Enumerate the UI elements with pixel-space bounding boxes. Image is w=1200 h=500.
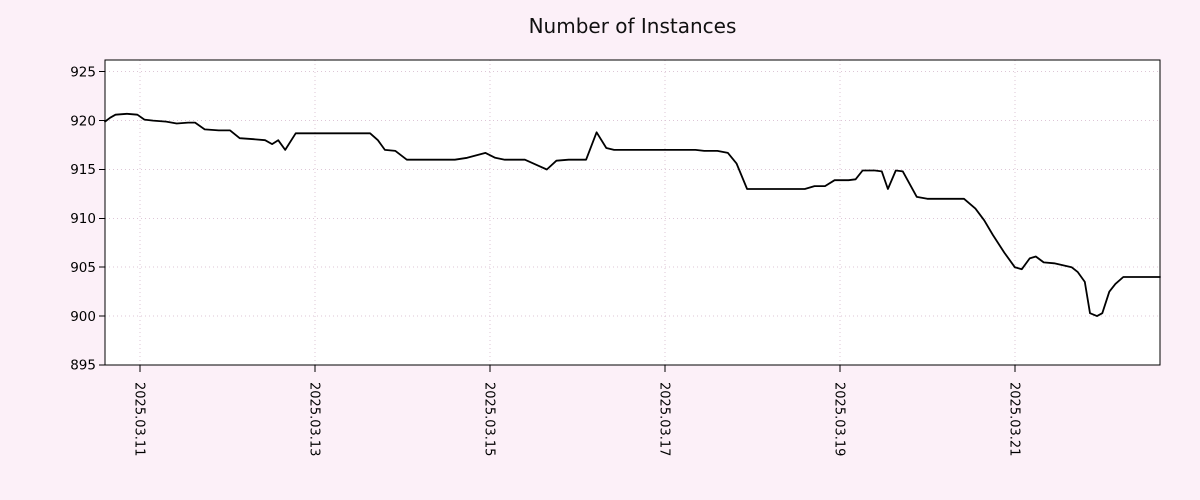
gridlines: [105, 60, 1160, 366]
x-tick-label: 2025.03.15: [481, 382, 496, 456]
y-tick-label: 905: [70, 260, 96, 276]
x-tick-label: 2025.03.19: [831, 382, 846, 456]
plot-area: [105, 60, 1160, 365]
y-tick-label: 920: [70, 113, 96, 129]
y-axis-labels: 895 900 905 910 915 920 925: [70, 64, 96, 373]
plot-background: [105, 60, 1160, 365]
y-tick-label: 925: [70, 64, 96, 80]
chart-title: Number of Instances: [528, 14, 737, 38]
plot-frame: [104, 59, 1161, 366]
axis-ticks: [99, 71, 1016, 372]
x-tick-label: 2025.03.13: [306, 382, 321, 456]
x-axis-labels: 2025.03.11 2025.03.13 2025.03.15 2025.03.17…: [131, 382, 1021, 456]
x-tick-label: 2025.03.21: [1006, 382, 1021, 456]
x-tick-label: 2025.03.11: [131, 382, 146, 456]
y-tick-label: 895: [70, 358, 96, 374]
y-tick-label: 900: [70, 309, 96, 325]
y-tick-label: 915: [70, 162, 96, 178]
series-line: [104, 112, 1161, 318]
y-tick-label: 910: [70, 211, 96, 227]
data-line-instances: [104, 112, 1161, 318]
plot-border: [104, 59, 1161, 366]
x-tick-label: 2025.03.17: [656, 382, 671, 456]
